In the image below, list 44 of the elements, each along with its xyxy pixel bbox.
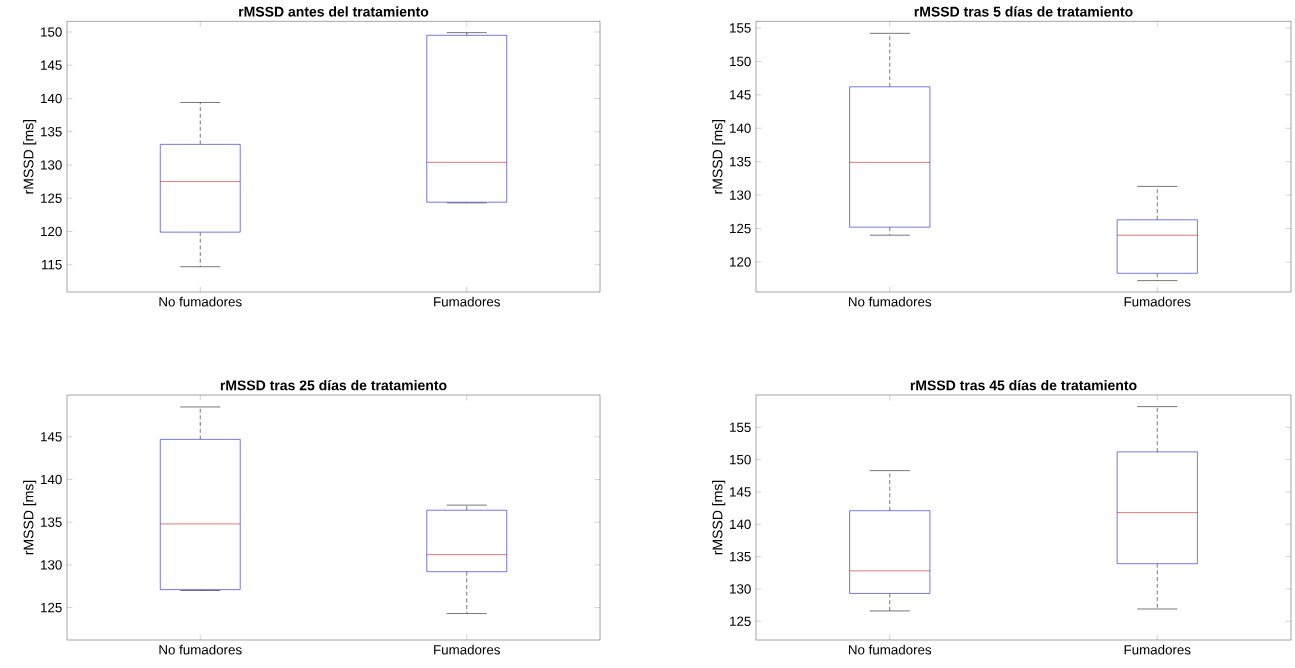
y-tick-label: 135 bbox=[730, 156, 751, 167]
x-tick-label: No fumadores bbox=[848, 296, 932, 307]
y-tick-label: 125 bbox=[730, 223, 751, 234]
y-tick-label: 155 bbox=[730, 23, 751, 33]
x-tick-label: Fumadores bbox=[434, 644, 500, 655]
x-tick-label: Fumadores bbox=[434, 296, 500, 307]
y-axis-title: rMSSD [ms] bbox=[23, 480, 37, 555]
chart-title: rMSSD antes del tratamiento bbox=[239, 6, 429, 17]
y-tick-label: 150 bbox=[730, 454, 751, 465]
y-tick-label: 125 bbox=[41, 193, 62, 203]
chart-title: rMSSD tras 25 días de tratamiento bbox=[220, 379, 447, 391]
y-tick-label: 140 bbox=[730, 123, 751, 133]
x-tick-label: No fumadores bbox=[159, 644, 242, 655]
y-tick-label: 125 bbox=[730, 616, 751, 626]
chart-title: rMSSD tras 5 días de tratamiento bbox=[914, 6, 1133, 17]
y-tick-label: 115 bbox=[42, 260, 62, 270]
y-tick-label: 130 bbox=[730, 584, 751, 594]
y-tick-label: 120 bbox=[730, 257, 751, 267]
y-tick-label: 145 bbox=[41, 60, 62, 70]
y-tick-label: 145 bbox=[730, 487, 751, 497]
y-tick-label: 150 bbox=[41, 27, 62, 37]
y-tick-label: 145 bbox=[730, 90, 751, 100]
y-tick-label: 130 bbox=[41, 560, 62, 570]
y-tick-label: 140 bbox=[41, 93, 62, 104]
x-tick-label: No fumadores bbox=[848, 644, 932, 655]
y-axis-title: rMSSD [ms] bbox=[23, 119, 37, 194]
y-tick-label: 120 bbox=[41, 226, 62, 237]
y-tick-label: 140 bbox=[41, 474, 62, 485]
y-tick-label: 125 bbox=[41, 602, 62, 613]
x-tick-label: No fumadores bbox=[159, 296, 242, 307]
y-axis-title: rMSSD [ms] bbox=[712, 480, 726, 555]
y-tick-label: 145 bbox=[41, 432, 62, 442]
y-tick-label: 130 bbox=[730, 190, 751, 200]
y-tick-label: 150 bbox=[730, 56, 751, 67]
y-tick-label: 135 bbox=[730, 551, 751, 562]
y-tick-label: 140 bbox=[730, 519, 751, 529]
chart-title: rMSSD tras 45 días de tratamiento bbox=[910, 379, 1137, 391]
x-tick-label: Fumadores bbox=[1124, 644, 1191, 655]
y-tick-label: 155 bbox=[730, 422, 751, 432]
y-tick-label: 130 bbox=[41, 160, 62, 170]
y-tick-label: 135 bbox=[41, 517, 62, 527]
y-axis-title: rMSSD [ms] bbox=[712, 119, 726, 194]
x-tick-label: Fumadores bbox=[1124, 296, 1191, 307]
y-tick-label: 135 bbox=[41, 127, 62, 137]
